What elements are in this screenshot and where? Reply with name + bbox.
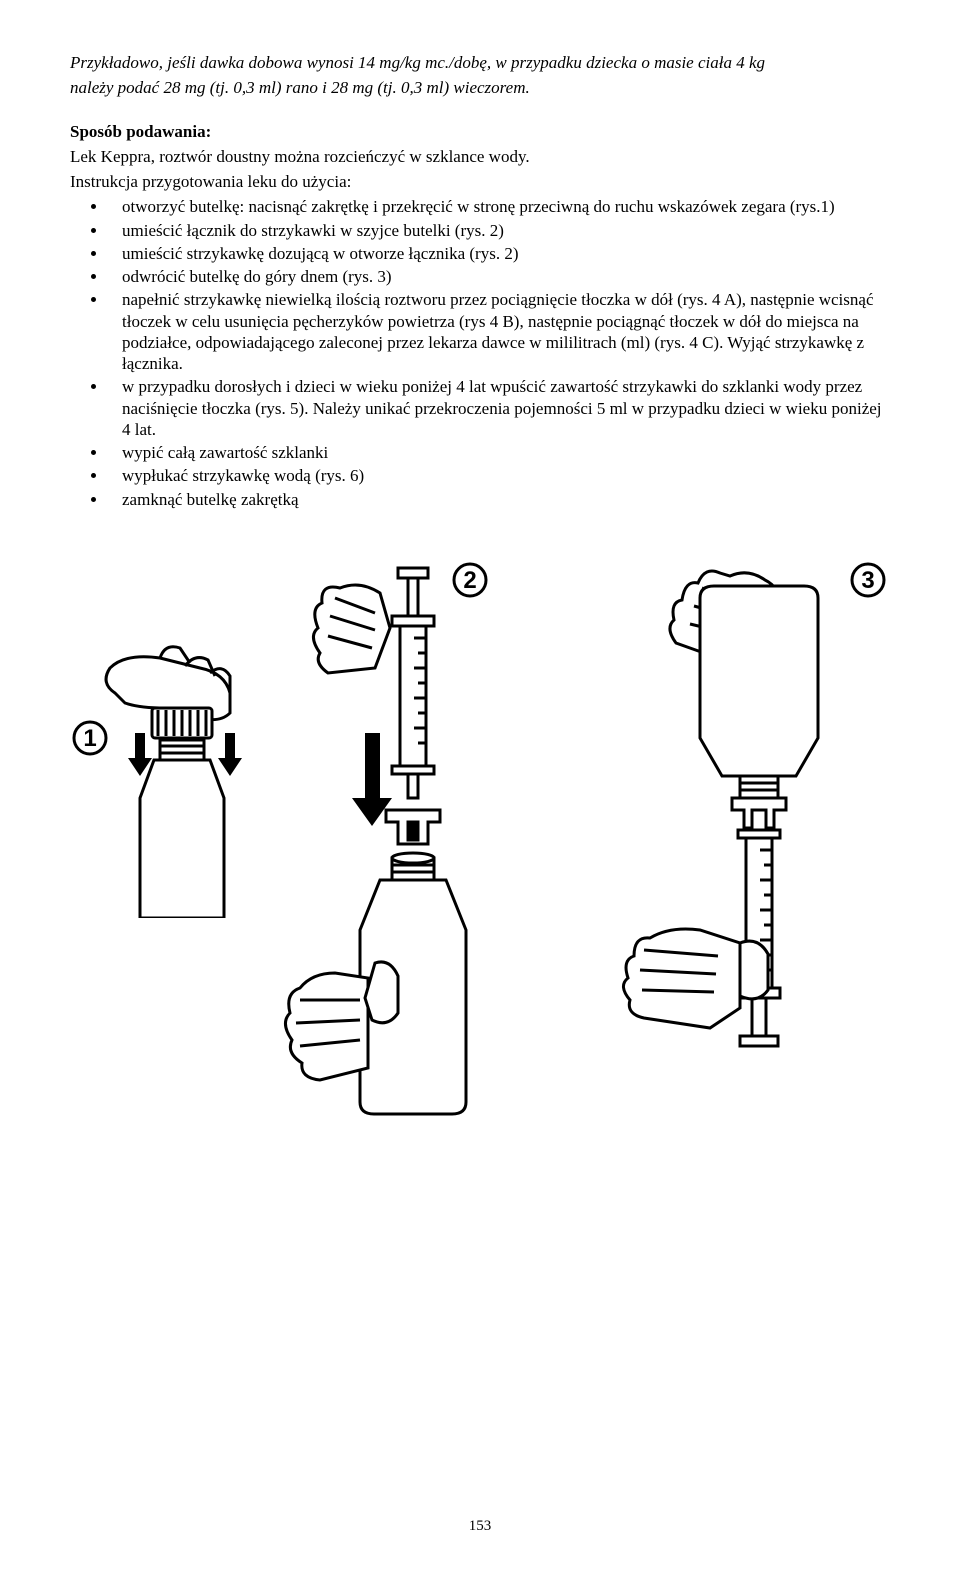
intro-line-1: Przykładowo, jeśli dawka dobowa wynosi 1… bbox=[70, 52, 890, 73]
figure-step-1: 1 bbox=[70, 558, 250, 918]
instruction-figure: 1 bbox=[70, 558, 890, 1118]
list-item: zamknąć butelkę zakrętką bbox=[108, 489, 890, 510]
list-item: w przypadku dorosłych i dzieci w wieku p… bbox=[108, 376, 890, 440]
figure-step-2: 2 bbox=[280, 558, 560, 1118]
section-heading: Sposób podawania: bbox=[70, 121, 890, 142]
list-item: umieścić strzykawkę dozującą w otworze ł… bbox=[108, 243, 890, 264]
instruction-list: otworzyć butelkę: nacisnąć zakrętkę i pr… bbox=[70, 196, 890, 510]
list-item: odwrócić butelkę do góry dnem (rys. 3) bbox=[108, 266, 890, 287]
section-line: Lek Keppra, roztwór doustny można rozcie… bbox=[70, 146, 890, 167]
list-item: wypłukać strzykawkę wodą (rys. 6) bbox=[108, 465, 890, 486]
list-item: otworzyć butelkę: nacisnąć zakrętkę i pr… bbox=[108, 196, 890, 217]
figure-label-1: 1 bbox=[83, 725, 96, 752]
list-item: napełnić strzykawkę niewielką ilością ro… bbox=[108, 289, 890, 374]
section-subheading: Instrukcja przygotowania leku do użycia: bbox=[70, 171, 890, 192]
figure-label-3: 3 bbox=[861, 567, 874, 594]
figure-label-2: 2 bbox=[463, 567, 476, 594]
list-item: wypić całą zawartość szklanki bbox=[108, 442, 890, 463]
intro-line-2: należy podać 28 mg (tj. 0,3 ml) rano i 2… bbox=[70, 77, 890, 98]
list-item: umieścić łącznik do strzykawki w szyjce … bbox=[108, 220, 890, 241]
figure-step-3: 3 bbox=[590, 558, 890, 1078]
page-number: 153 bbox=[0, 1517, 960, 1536]
